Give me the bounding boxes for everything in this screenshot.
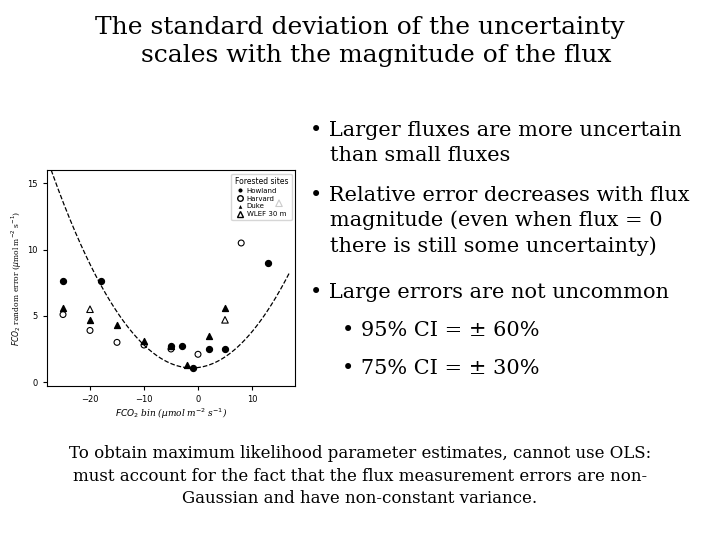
Howland xyxy=(262,259,274,267)
Duke xyxy=(203,332,215,340)
Howland xyxy=(187,363,199,372)
WLEF 30 m xyxy=(219,315,230,324)
Y-axis label: $FCO_2$ random error ($\mu$mol m$^{-2}$ s$^{-1}$): $FCO_2$ random error ($\mu$mol m$^{-2}$ … xyxy=(10,211,24,346)
Legend: Howland, Harvard, Duke, WLEF 30 m: Howland, Harvard, Duke, WLEF 30 m xyxy=(231,173,292,220)
Harvard xyxy=(235,239,247,247)
Text: • Large errors are not uncommon: • Large errors are not uncommon xyxy=(310,284,669,302)
Harvard xyxy=(112,338,123,347)
Harvard xyxy=(192,350,204,359)
Text: • Relative error decreases with flux
   magnitude (even when flux = 0
   there i: • Relative error decreases with flux mag… xyxy=(310,186,689,255)
Howland xyxy=(95,277,107,286)
Text: • 75% CI = ± 30%: • 75% CI = ± 30% xyxy=(342,359,539,378)
Text: To obtain maximum likelihood parameter estimates, cannot use OLS:
must account f: To obtain maximum likelihood parameter e… xyxy=(69,446,651,507)
X-axis label: $FCO_2$ bin ($\mu$mol m$^{-2}$ s$^{-1}$): $FCO_2$ bin ($\mu$mol m$^{-2}$ s$^{-1}$) xyxy=(115,407,227,421)
Howland xyxy=(203,345,215,353)
Harvard xyxy=(84,326,96,335)
Howland xyxy=(219,345,230,353)
Text: • Larger fluxes are more uncertain
   than small fluxes: • Larger fluxes are more uncertain than … xyxy=(310,122,681,165)
Howland xyxy=(166,342,177,350)
Duke xyxy=(138,337,150,346)
Harvard xyxy=(58,310,69,319)
Text: The standard deviation of the uncertainty
    scales with the magnitude of the f: The standard deviation of the uncertaint… xyxy=(95,16,625,67)
Harvard xyxy=(138,341,150,349)
Duke xyxy=(166,342,177,350)
WLEF 30 m xyxy=(274,199,285,207)
Duke xyxy=(84,315,96,324)
Duke xyxy=(58,303,69,312)
Howland xyxy=(58,277,69,286)
Duke xyxy=(219,303,230,312)
Duke xyxy=(112,321,123,329)
Harvard xyxy=(166,345,177,353)
Duke xyxy=(181,361,193,369)
Howland xyxy=(176,342,187,350)
WLEF 30 m xyxy=(84,305,96,314)
Text: • 95% CI = ± 60%: • 95% CI = ± 60% xyxy=(342,321,539,340)
